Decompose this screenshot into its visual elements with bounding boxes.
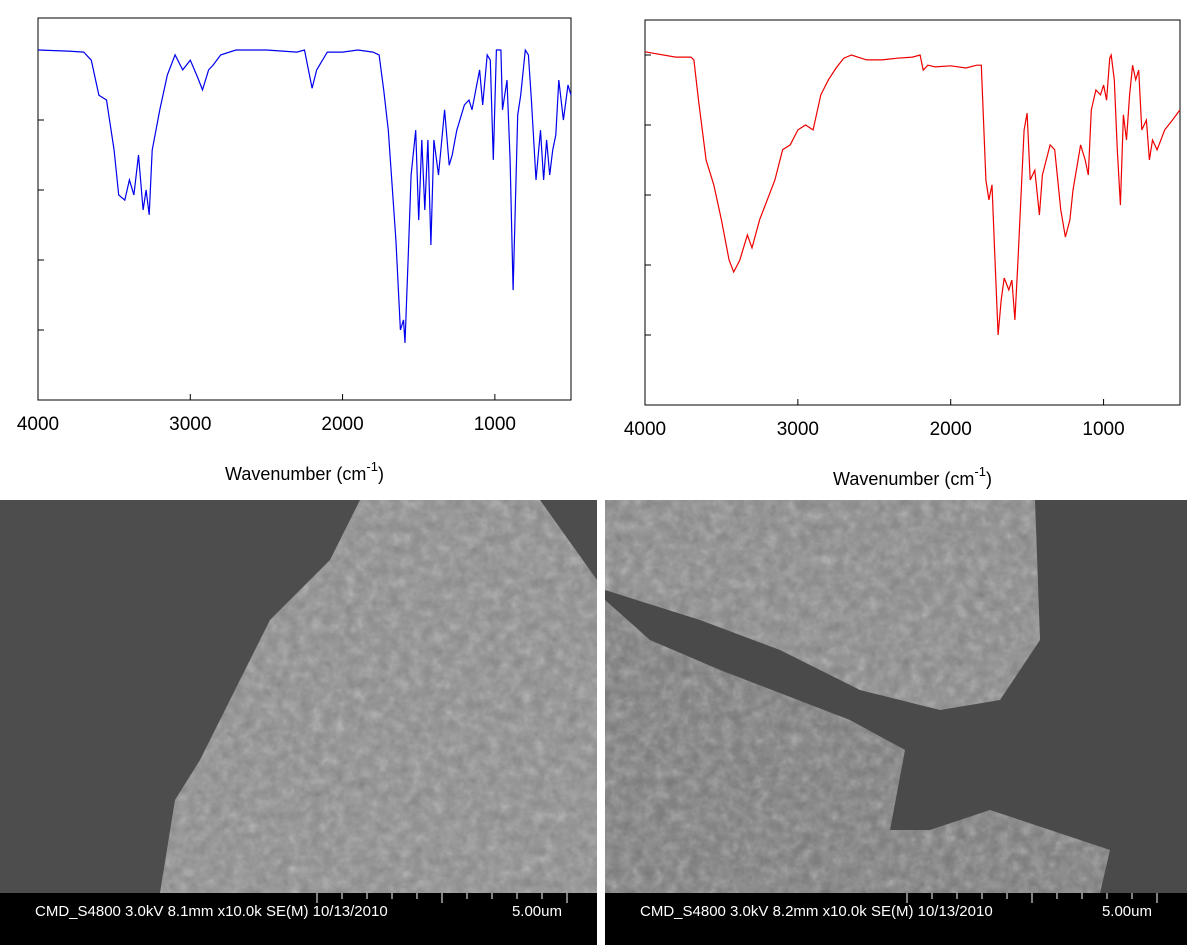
ftir-chart: 4000 3000 2000 1000 Wavenumber (cm-1) — [624, 19, 1181, 489]
x-tick-label: 1000 — [474, 414, 516, 435]
x-tick-label: 2000 — [930, 419, 972, 440]
x-axis-label-sup: -1 — [366, 459, 378, 474]
x-tick-label: 4000 — [624, 419, 666, 440]
x-axis-label-sup: -1 — [974, 464, 986, 479]
x-tick-label: 1000 — [1082, 419, 1124, 440]
sem-image-right — [605, 500, 1187, 945]
plot-frame — [37, 17, 572, 401]
sem-scale-label: 5.00um — [512, 903, 562, 920]
x-axis-label-text: Wavenumber (cm — [833, 469, 974, 489]
x-tick-label: 3000 — [777, 419, 819, 440]
x-tick-label: 4000 — [17, 414, 59, 435]
plot-frame — [644, 19, 1181, 406]
sem-image-left — [0, 500, 597, 945]
separator — [597, 500, 605, 945]
spectrum-line — [644, 51, 1181, 336]
x-axis-label-end: ) — [378, 464, 384, 484]
x-tick-label: 3000 — [169, 414, 211, 435]
ftir-chart: 4000 3000 2000 1000 Wavenumber (cm-1) — [17, 17, 572, 484]
spectrum-line — [37, 48, 572, 343]
sem-caption: CMD_S4800 3.0kV 8.2mm x10.0k SE(M) 10/13… — [640, 903, 993, 920]
sem-caption: CMD_S4800 3.0kV 8.1mm x10.0k SE(M) 10/13… — [35, 903, 388, 920]
x-axis-label-text: Wavenumber (cm — [225, 464, 366, 484]
x-axis-label: Wavenumber (cm-1) — [225, 459, 384, 483]
x-tick-label: 2000 — [321, 414, 363, 435]
x-axis-label-end: ) — [986, 469, 992, 489]
x-axis-label: Wavenumber (cm-1) — [833, 464, 992, 488]
sem-scale-label: 5.00um — [1102, 903, 1152, 920]
